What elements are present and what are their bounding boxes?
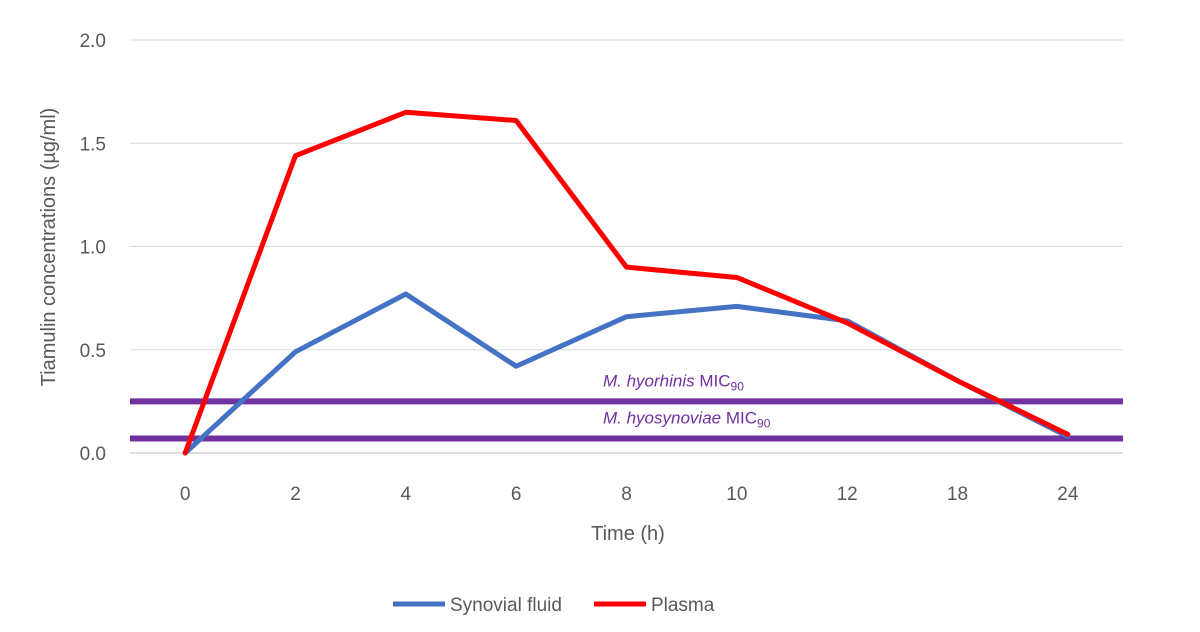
x-tick-label: 4 [401, 484, 412, 505]
legend-label: Plasma [651, 595, 715, 616]
y-tick-label: 1.0 [80, 238, 106, 259]
y-tick-label: 1.5 [80, 134, 106, 155]
y-axis-label: Tiamulin concentrations (µg/ml) [38, 108, 60, 387]
x-tick-label: 6 [511, 484, 522, 505]
y-tick-label: 0.0 [80, 444, 106, 465]
x-tick-label: 12 [837, 484, 858, 505]
x-tick-label: 10 [726, 484, 747, 505]
mic90-label: M. hyorhinis MIC90 [603, 371, 744, 393]
x-tick-label: 2 [290, 484, 301, 505]
x-tick-label: 24 [1057, 484, 1079, 505]
mic90-label: M. hyosynoviae MIC90 [603, 409, 771, 431]
y-tick-label: 2.0 [80, 31, 106, 52]
x-tick-label: 18 [947, 484, 968, 505]
y-tick-label: 0.5 [80, 341, 106, 362]
x-axis-label: Time (h) [591, 523, 665, 545]
legend-label: Synovial fluid [450, 595, 562, 616]
x-tick-label: 8 [621, 484, 632, 505]
x-tick-label: 0 [180, 484, 191, 505]
